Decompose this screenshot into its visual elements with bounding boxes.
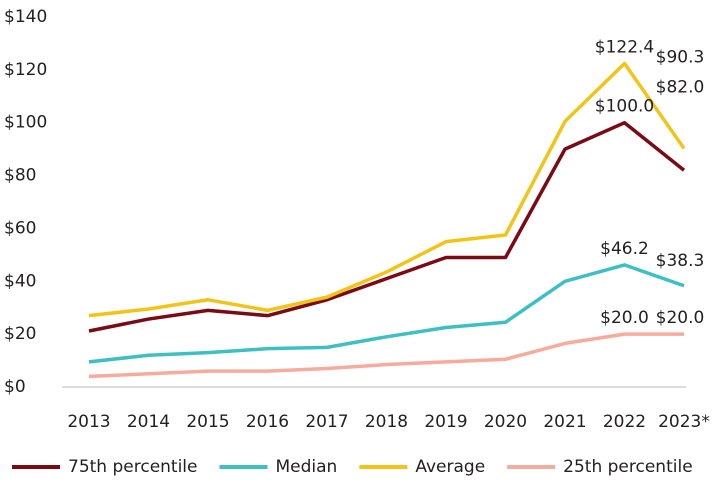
y-tick-label: $20 <box>4 324 36 344</box>
y-tick-label: $60 <box>4 218 36 238</box>
data-label: $100.0 <box>595 97 654 117</box>
series-line <box>88 61 686 318</box>
y-tick-label: $100 <box>4 113 47 133</box>
x-tick-label: 2021 <box>543 412 586 432</box>
x-tick-label: 2016 <box>246 412 289 432</box>
x-tick-label: 2023* <box>658 412 710 432</box>
x-tick-label: 2019 <box>424 412 467 432</box>
series-line <box>88 332 684 379</box>
data-label: $38.3 <box>656 251 705 271</box>
y-tick-label: $40 <box>4 271 36 291</box>
y-tick-label: $140 <box>4 7 47 27</box>
series-line <box>88 120 686 333</box>
series-line <box>88 263 685 364</box>
x-tick-label: 2017 <box>305 412 348 432</box>
x-tick-label: 2014 <box>127 412 170 432</box>
legend-label: 25th percentile <box>563 457 693 477</box>
legend-label: Median <box>276 457 338 477</box>
y-tick-label: $80 <box>4 166 36 186</box>
x-tick-label: 2013 <box>67 412 110 432</box>
y-tick-label: $0 <box>4 377 26 397</box>
data-label: $90.3 <box>656 47 705 67</box>
x-tick-label: 2022 <box>603 412 646 432</box>
x-tick-label: 2018 <box>365 412 408 432</box>
data-label: $82.0 <box>656 77 705 97</box>
legend-label: Average <box>415 457 485 477</box>
data-label: $20.0 <box>656 308 705 328</box>
data-label: $20.0 <box>600 308 649 328</box>
legend-label: 75th percentile <box>68 457 198 477</box>
x-tick-label: 2015 <box>186 412 229 432</box>
y-tick-label: $120 <box>4 60 47 80</box>
data-label: $46.2 <box>600 239 649 259</box>
x-tick-label: 2020 <box>484 412 527 432</box>
data-label: $122.4 <box>595 38 654 58</box>
